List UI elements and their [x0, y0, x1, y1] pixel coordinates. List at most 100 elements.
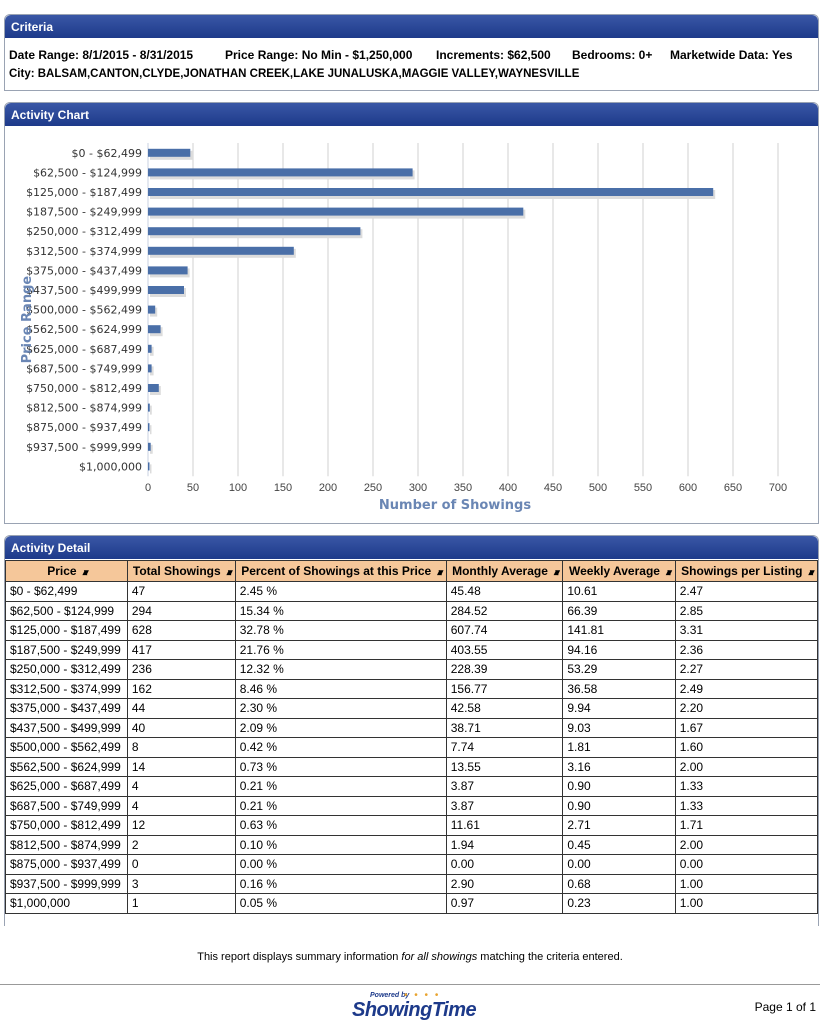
column-header-label: Total Showings — [132, 564, 221, 578]
x-tick-label: 150 — [274, 482, 292, 494]
sort-icon[interactable]: ▴▾ — [808, 567, 815, 577]
x-tick-label: 500 — [589, 482, 607, 494]
column-header[interactable]: Monthly Average ▴▾ — [445, 560, 564, 582]
table-cell: 0.10 % — [234, 834, 447, 855]
sort-icon[interactable]: ▴▾ — [437, 567, 443, 577]
table-cell: 228.39 — [445, 659, 564, 680]
table-cell: $937,500 - $999,999 — [5, 873, 128, 894]
activity-chart-header: Activity Chart — [5, 103, 818, 126]
activity-bar-chart: 0 50 100 150 200 250 300 350 400 450 500 550 600 650 7… — [20, 143, 787, 513]
y-tick-label: $437,500 - $499,999 — [26, 284, 142, 297]
column-header-label: Weekly Average — [569, 564, 660, 578]
table-cell: 417 — [126, 639, 236, 660]
table-cell: 38.71 — [445, 717, 564, 738]
table-cell: $812,500 - $874,999 — [5, 834, 128, 855]
table-cell: $125,000 - $187,499 — [5, 620, 128, 641]
table-row: $937,500 - $999,999 3 0.16 % 2.90 0.68 1.00 — [5, 873, 819, 894]
table-cell: 0 — [126, 854, 236, 875]
table-row: $1,000,000 1 0.05 % 0.97 0.23 1.00 — [5, 893, 819, 914]
column-header[interactable]: Weekly Average ▴▾ — [562, 560, 676, 582]
table-cell: $62,500 - $124,999 — [5, 600, 128, 621]
table-cell: $687,500 - $749,999 — [5, 795, 128, 816]
table-cell: 0.42 % — [234, 737, 447, 758]
table-cell: 294 — [126, 600, 236, 621]
column-header[interactable]: Price ▴▾ — [5, 560, 128, 582]
table-cell: 2.09 % — [234, 717, 447, 738]
table-cell: 3.87 — [445, 795, 564, 816]
table-cell: 3 — [126, 873, 236, 894]
column-header-label: Showings per Listing — [681, 564, 803, 578]
table-cell: 14 — [126, 756, 236, 777]
x-tick-label: 700 — [769, 482, 787, 494]
column-header[interactable]: Showings per Listing ▴▾ — [674, 560, 819, 582]
bar-shadow — [150, 464, 152, 474]
table-cell: $562,500 - $624,999 — [5, 756, 128, 777]
bar — [148, 325, 161, 334]
table-cell: 42.58 — [445, 698, 564, 719]
table-cell: $375,000 - $437,499 — [5, 698, 128, 719]
column-header[interactable]: Percent of Showings at this Price ▴▾ — [234, 560, 447, 582]
table-cell: 1.00 — [674, 873, 819, 894]
table-cell: 45.48 — [445, 581, 564, 602]
y-tick-label: $0 - $62,499 — [72, 147, 142, 160]
y-tick-label: $687,500 - $749,999 — [26, 362, 142, 375]
table-cell: 0.90 — [562, 795, 676, 816]
table-cell: 10.61 — [562, 581, 676, 602]
sort-icon[interactable]: ▴▾ — [553, 567, 560, 577]
x-tick-label: 100 — [229, 482, 247, 494]
table-cell: 7.74 — [445, 737, 564, 758]
sort-icon[interactable]: ▴▾ — [226, 567, 233, 577]
table-cell: 3.87 — [445, 776, 564, 797]
table-cell: 44 — [126, 698, 236, 719]
table-cell: 4 — [126, 776, 236, 797]
column-header[interactable]: Total Showings ▴▾ — [126, 560, 236, 582]
table-row: $875,000 - $937,499 0 0.00 % 0.00 0.00 0.00 — [5, 854, 819, 875]
table-row: $562,500 - $624,999 14 0.73 % 13.55 3.16 2.00 — [5, 756, 819, 777]
y-tick-label: $562,500 - $624,999 — [26, 323, 142, 336]
table-cell: 12.32 % — [234, 659, 447, 680]
y-tick-label: $312,500 - $374,999 — [26, 245, 142, 258]
table-cell: 94.16 — [562, 639, 676, 660]
x-tick-label: 450 — [544, 482, 562, 494]
y-tick-label: $750,000 - $812,499 — [26, 382, 142, 395]
activity-detail-header: Activity Detail — [5, 536, 818, 559]
table-cell: 0.23 — [562, 893, 676, 914]
table-cell: 3.16 — [562, 756, 676, 777]
table-cell: 11.61 — [445, 815, 564, 836]
table-cell: 2.45 % — [234, 581, 447, 602]
column-header-label: Monthly Average — [452, 564, 548, 578]
bar — [148, 246, 294, 255]
criteria-panel: Criteria Date Range: 8/1/2015 - 8/31/201… — [4, 14, 819, 91]
table-cell: 0.21 % — [234, 776, 447, 797]
table-cell: 236 — [126, 659, 236, 680]
table-cell: 284.52 — [445, 600, 564, 621]
table-cell: 2.27 — [674, 659, 819, 680]
table-cell: 66.39 — [562, 600, 676, 621]
bar — [148, 423, 150, 432]
table-row: $312,500 - $374,999 162 8.46 % 156.77 36.58 2… — [5, 678, 819, 699]
logo-tagline: Powered by — [370, 992, 410, 999]
table-cell: $437,500 - $499,999 — [5, 717, 128, 738]
table-cell: 1.00 — [674, 893, 819, 914]
table-cell: 0.68 — [562, 873, 676, 894]
sort-icon[interactable]: ▴▾ — [665, 567, 672, 577]
table-cell: 0.00 — [674, 854, 819, 875]
table-cell: 21.76 % — [234, 639, 447, 660]
footnote-emphasis: for all showings — [401, 951, 478, 963]
table-cell: 1.94 — [445, 834, 564, 855]
table-cell: 2.36 — [674, 639, 819, 660]
marketwide-data: Marketwide Data: Yes — [670, 48, 793, 62]
column-header-label: Percent of Showings at this Price — [241, 564, 432, 578]
bar-shadow — [150, 444, 153, 454]
bar — [148, 305, 156, 314]
table-cell: 1 — [126, 893, 236, 914]
bar — [148, 403, 150, 412]
table-cell: 0.05 % — [234, 893, 447, 914]
sort-icon[interactable]: ▴▾ — [82, 567, 89, 577]
x-axis-title: Number of Showings — [379, 498, 531, 513]
table-cell: 8.46 % — [234, 678, 447, 699]
city-list: City: BALSAM,CANTON,CLYDE,JONATHAN CREEK… — [9, 68, 580, 80]
table-cell: $500,000 - $562,499 — [5, 737, 128, 758]
table-cell: 403.55 — [445, 639, 564, 660]
table-cell: $625,000 - $687,499 — [5, 776, 128, 797]
